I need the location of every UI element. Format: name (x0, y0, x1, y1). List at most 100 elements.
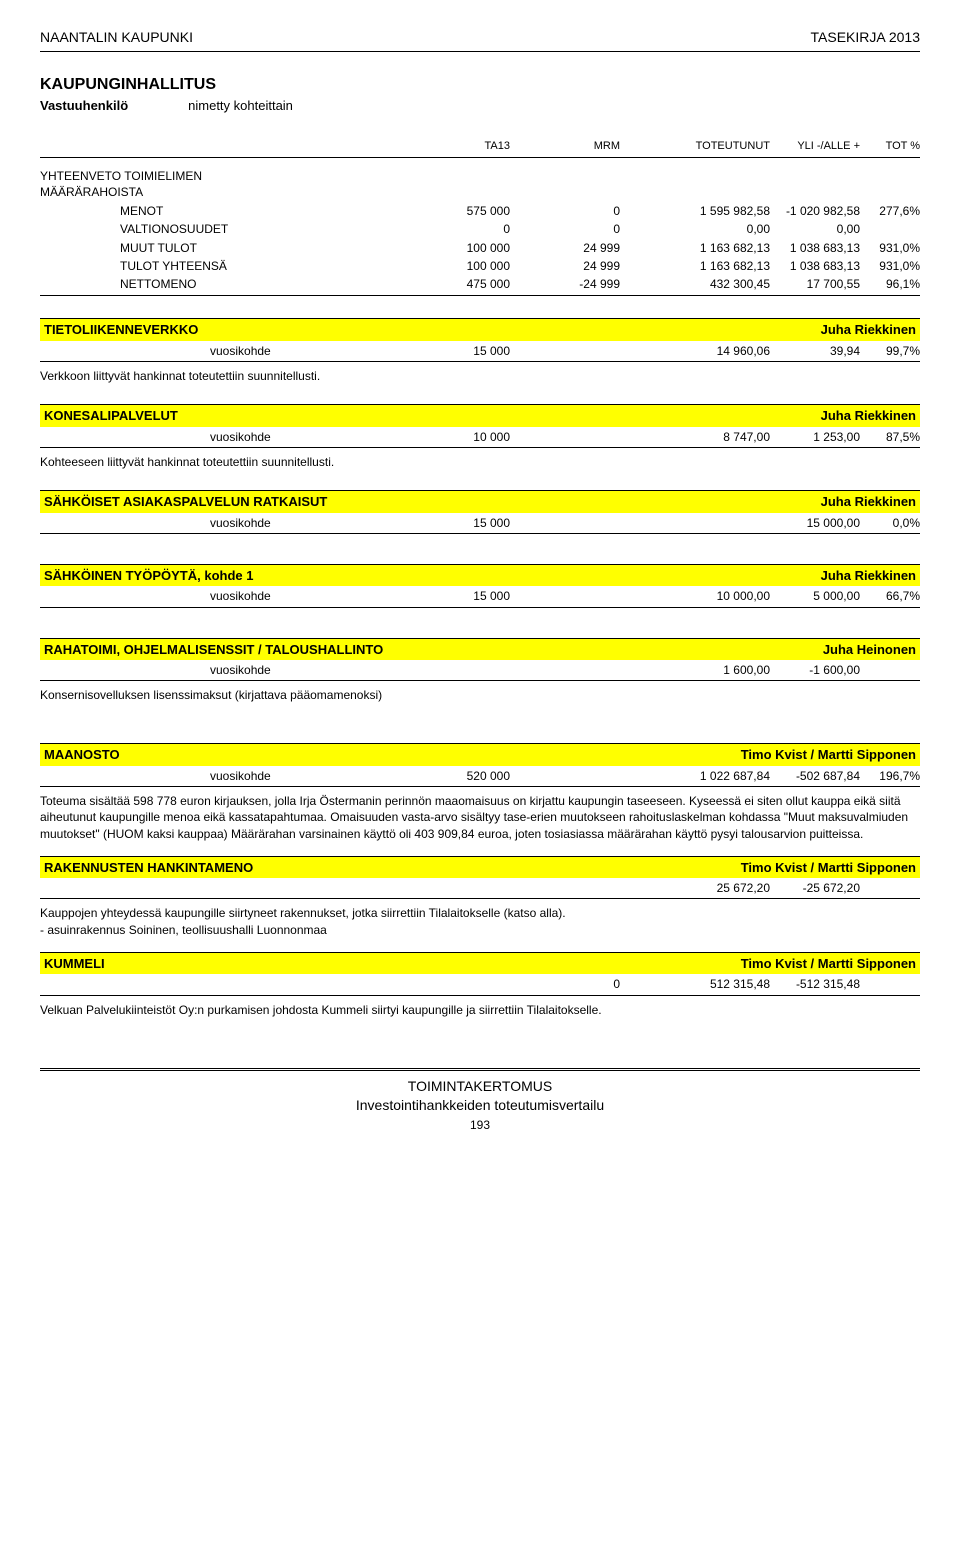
sec-owner: Juha Riekkinen (821, 567, 916, 585)
section-bar-rahatoimi: RAHATOIMI, OHJELMALISENSSIT / TALOUSHALL… (40, 638, 920, 661)
cell (860, 220, 920, 238)
summary-row: NETTOMENO475 000-24 999432 300,4517 700,… (40, 275, 920, 293)
cell: 100 000 (400, 257, 510, 275)
vuosi-row-sahk: vuosikohde 15 000 15 000,00 0,0% (40, 513, 920, 534)
cell (510, 343, 620, 359)
summary-label: YHTEENVETO TOIMIELIMEN (40, 168, 920, 184)
cell: 10 000 (400, 429, 510, 445)
note-maanosto: Toteuma sisältää 598 778 euron kirjaukse… (40, 793, 920, 842)
sec-title: SÄHKÖISET ASIAKASPALVELUN RATKAISUT (44, 493, 327, 511)
note-tieto: Verkkoon liittyvät hankinnat toteutettii… (40, 368, 920, 384)
cell: 0,00 (770, 220, 860, 238)
cell: -24 999 (510, 275, 620, 293)
cell (400, 662, 510, 678)
spacer (40, 608, 920, 638)
summary-table: MENOT575 00001 595 982,58-1 020 982,5827… (40, 202, 920, 293)
cell: 25 672,20 (620, 880, 770, 896)
cell: 1 600,00 (620, 662, 770, 678)
note-rakennus: Kauppojen yhteydessä kaupungille siirtyn… (40, 905, 920, 937)
cell (860, 662, 920, 678)
footer-l2: Investointihankkeiden toteutumisvertailu (40, 1096, 920, 1115)
vuosi-row-rahatoimi: vuosikohde 1 600,00 -1 600,00 (40, 660, 920, 681)
cell: 96,1% (860, 275, 920, 293)
cell (510, 515, 620, 531)
footer-page: 193 (40, 1117, 920, 1133)
sec-owner: Juha Riekkinen (821, 493, 916, 511)
cell: 15 000 (400, 588, 510, 604)
vuosi-row-tyopoyta: vuosikohde 15 000 10 000,00 5 000,00 66,… (40, 586, 920, 607)
cell: 0,00 (620, 220, 770, 238)
cell: 575 000 (400, 202, 510, 220)
column-header: TA13 MRM TOTEUTUNUT YLI -/ALLE + TOT % (40, 139, 920, 158)
cell: 520 000 (400, 768, 510, 784)
sec-title: RAHATOIMI, OHJELMALISENSSIT / TALOUSHALL… (44, 641, 383, 659)
cell: 0 (510, 976, 620, 992)
cell: 14 960,06 (620, 343, 770, 359)
cell: -502 687,84 (770, 768, 860, 784)
cell: MENOT (40, 202, 400, 220)
cell (510, 588, 620, 604)
cell: -1 020 982,58 (770, 202, 860, 220)
footer-rule (40, 1068, 920, 1071)
sec-owner: Timo Kvist / Martti Sipponen (741, 859, 916, 877)
cell: 39,94 (770, 343, 860, 359)
summary-row: MUUT TULOT100 00024 9991 163 682,131 038… (40, 239, 920, 257)
sec-owner: Juha Heinonen (823, 641, 916, 659)
cell: 99,7% (860, 343, 920, 359)
vuosi-label: vuosikohde (40, 662, 400, 678)
cell: 931,0% (860, 257, 920, 275)
resp-value: nimetty kohteittain (188, 97, 293, 115)
vuosi-label: vuosikohde (40, 343, 400, 359)
spacer (40, 534, 920, 564)
note-rahatoimi: Konsernisovelluksen lisenssimaksut (kirj… (40, 687, 920, 703)
cell: 1 038 683,13 (770, 239, 860, 257)
note-kummeli: Velkuan Palvelukiinteistöt Oy:n purkamis… (40, 1002, 920, 1018)
cell: 17 700,55 (770, 275, 860, 293)
footer: TOIMINTAKERTOMUS Investointihankkeiden t… (40, 1068, 920, 1133)
section-bar-maanosto: MAANOSTO Timo Kvist / Martti Sipponen (40, 743, 920, 766)
cell: 277,6% (860, 202, 920, 220)
sec-owner: Juha Riekkinen (821, 321, 916, 339)
vuosi-label: vuosikohde (40, 768, 400, 784)
sec-owner: Timo Kvist / Martti Sipponen (741, 746, 916, 764)
section-bar-tyopoyta: SÄHKÖINEN TYÖPÖYTÄ, kohde 1 Juha Riekkin… (40, 564, 920, 587)
cell (860, 976, 920, 992)
cell: 1 163 682,13 (620, 257, 770, 275)
cell: VALTIONOSUUDET (40, 220, 400, 238)
vuosi-row-konesali: vuosikohde 10 000 8 747,00 1 253,00 87,5… (40, 427, 920, 448)
vuosi-label (40, 976, 400, 992)
doc-header: NAANTALIN KAUPUNKI TASEKIRJA 2013 (40, 28, 920, 47)
sec-title: KUMMELI (44, 955, 105, 973)
cell: 66,7% (860, 588, 920, 604)
cell: 100 000 (400, 239, 510, 257)
col-ta13: TA13 (400, 139, 510, 154)
cell: 475 000 (400, 275, 510, 293)
cell: 24 999 (510, 239, 620, 257)
sec-owner: Timo Kvist / Martti Sipponen (741, 955, 916, 973)
cell: TULOT YHTEENSÄ (40, 257, 400, 275)
cell (510, 768, 620, 784)
cell: 87,5% (860, 429, 920, 445)
cell (510, 880, 620, 896)
cell: MUUT TULOT (40, 239, 400, 257)
cell: 0 (510, 220, 620, 238)
section-bar-kummeli: KUMMELI Timo Kvist / Martti Sipponen (40, 952, 920, 975)
section-bar-sahk: SÄHKÖISET ASIAKASPALVELUN RATKAISUT Juha… (40, 490, 920, 513)
sec-owner: Juha Riekkinen (821, 407, 916, 425)
col-tot: TOT % (860, 139, 920, 154)
section-bar-tieto: TIETOLIIKENNEVERKKO Juha Riekkinen (40, 318, 920, 341)
cell: 432 300,45 (620, 275, 770, 293)
cell: 24 999 (510, 257, 620, 275)
cell: 196,7% (860, 768, 920, 784)
cell: 1 038 683,13 (770, 257, 860, 275)
col-blank (40, 139, 400, 154)
vuosi-label: vuosikohde (40, 429, 400, 445)
hdr-rule (40, 51, 920, 52)
sec-title: MAANOSTO (44, 746, 120, 764)
cell: 10 000,00 (620, 588, 770, 604)
cell (510, 429, 620, 445)
summary-row: MENOT575 00001 595 982,58-1 020 982,5827… (40, 202, 920, 220)
footer-l1: TOIMINTAKERTOMUS (40, 1077, 920, 1096)
col-yli: YLI -/ALLE + (770, 139, 860, 154)
hdr-right: TASEKIRJA 2013 (811, 28, 920, 47)
